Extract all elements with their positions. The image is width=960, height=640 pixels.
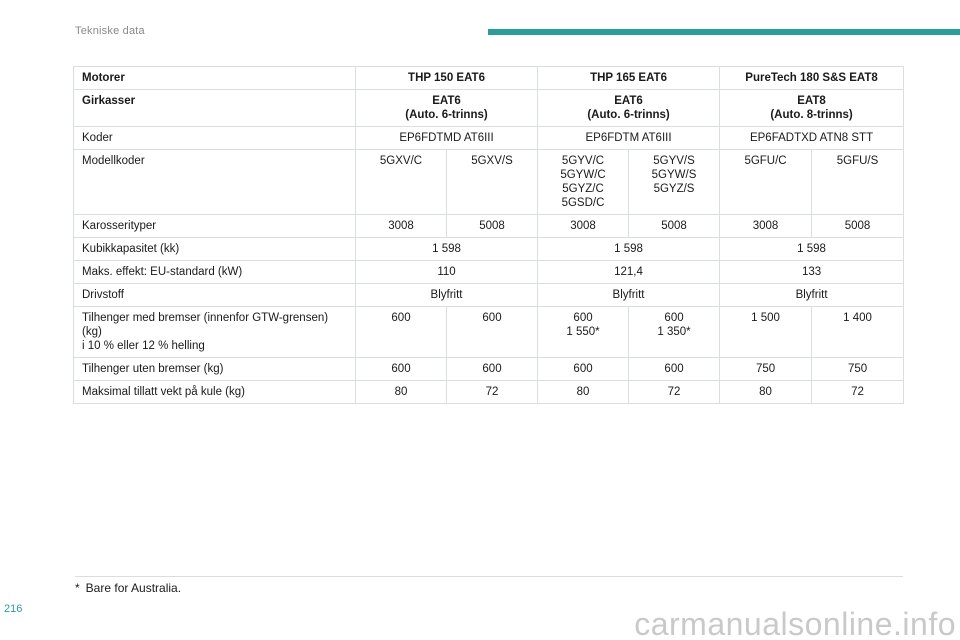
table-cell: 133	[719, 260, 905, 284]
table-row-karosserityper: Karosserityper 3008 5008 3008 5008 3008 …	[73, 214, 905, 238]
table-cell: 80	[537, 380, 630, 404]
table-cell: 600	[355, 357, 447, 381]
table-row-koder: Koder EP6FDTMD AT6III EP6FDTM AT6III EP6…	[73, 126, 905, 150]
table-cell: 600	[537, 357, 630, 381]
table-row-motorer: Motorer THP 150 EAT6 THP 165 EAT6 PureTe…	[73, 66, 905, 90]
table-cell: THP 165 EAT6	[537, 66, 721, 90]
table-cell: 5008	[445, 214, 539, 238]
row-label: Tilhenger med bremser (innenfor GTW-gren…	[73, 306, 356, 358]
row-label: Karosserityper	[73, 214, 356, 238]
table-cell: EAT6 (Auto. 6-trinns)	[537, 89, 721, 127]
table-row-girkasser: Girkasser EAT6 (Auto. 6-trinns) EAT6 (Au…	[73, 89, 905, 127]
table-row-kubikkapasitet: Kubikkapasitet (kk) 1 598 1 598 1 598	[73, 237, 905, 261]
table-cell: 750	[811, 357, 905, 381]
table-cell: 110	[354, 260, 539, 284]
table-cell: 1 500	[719, 306, 813, 358]
table-cell: 5GXV/S	[445, 149, 539, 215]
table-cell: Blyfritt	[537, 283, 721, 307]
section-title: Tekniske data	[75, 25, 145, 37]
footnote-mark: *	[75, 581, 80, 595]
table-cell: PureTech 180 S&S EAT8	[719, 66, 905, 90]
table-cell: 72	[628, 380, 721, 404]
table-cell: 80	[719, 380, 813, 404]
table-cell: 600	[445, 306, 539, 358]
table-cell: 5GYV/C 5GYW/C 5GYZ/C 5GSD/C	[537, 149, 630, 215]
table-cell: 750	[719, 357, 813, 381]
row-label: Kubikkapasitet (kk)	[73, 237, 356, 261]
table-cell: Blyfritt	[719, 283, 905, 307]
row-label: Modellkoder	[73, 149, 356, 215]
table-row-tilhenger-med-bremser: Tilhenger med bremser (innenfor GTW-gren…	[73, 306, 905, 358]
table-cell: EAT6 (Auto. 6-trinns)	[354, 89, 539, 127]
table-cell: 3008	[355, 214, 447, 238]
table-cell: THP 150 EAT6	[354, 66, 539, 90]
table-cell: 72	[811, 380, 905, 404]
table-row-modellkoder: Modellkoder 5GXV/C 5GXV/S 5GYV/C 5GYW/C …	[73, 149, 905, 215]
table-row-maks-vekt-kule: Maksimal tillatt vekt på kule (kg) 80 72…	[73, 380, 905, 404]
table-cell: 3008	[537, 214, 630, 238]
page-number: 216	[4, 603, 23, 615]
watermark: carmanualsonline.info	[634, 606, 956, 640]
table-cell: 1 598	[354, 237, 539, 261]
table-cell: 600	[355, 306, 447, 358]
technical-data-table: Motorer THP 150 EAT6 THP 165 EAT6 PureTe…	[73, 66, 905, 404]
row-label: Maks. effekt: EU-standard (kW)	[73, 260, 356, 284]
table-cell: 121,4	[537, 260, 721, 284]
table-cell: 5008	[811, 214, 905, 238]
footnote-divider	[75, 576, 903, 577]
table-cell: 600	[628, 357, 721, 381]
header-accent-bar	[488, 29, 960, 35]
table-cell: EP6FADTXD ATN8 STT	[719, 126, 905, 150]
table-cell: 3008	[719, 214, 813, 238]
table-cell: Blyfritt	[354, 283, 539, 307]
table-cell: 80	[355, 380, 447, 404]
table-cell: EP6FDTM AT6III	[537, 126, 721, 150]
row-label: Girkasser	[73, 89, 356, 127]
table-row-tilhenger-uten-bremser: Tilhenger uten bremser (kg) 600 600 600 …	[73, 357, 905, 381]
table-cell: 600 1 550*	[537, 306, 630, 358]
table-cell: 5008	[628, 214, 721, 238]
row-label: Maksimal tillatt vekt på kule (kg)	[73, 380, 356, 404]
table-cell: 72	[445, 380, 539, 404]
row-label: Motorer	[73, 66, 356, 90]
row-label: Koder	[73, 126, 356, 150]
footnote-text: Bare for Australia.	[85, 581, 182, 595]
table-cell: 5GYV/S 5GYW/S 5GYZ/S	[628, 149, 721, 215]
table-row-drivstoff: Drivstoff Blyfritt Blyfritt Blyfritt	[73, 283, 905, 307]
row-label: Tilhenger uten bremser (kg)	[73, 357, 356, 381]
table-cell: 1 598	[537, 237, 721, 261]
table-cell: EP6FDTMD AT6III	[354, 126, 539, 150]
table-cell: EAT8 (Auto. 8-trinns)	[719, 89, 905, 127]
table-cell: 1 598	[719, 237, 905, 261]
table-row-maks-effekt: Maks. effekt: EU-standard (kW) 110 121,4…	[73, 260, 905, 284]
table-cell: 5GFU/C	[719, 149, 813, 215]
table-cell: 5GXV/C	[355, 149, 447, 215]
table-cell: 5GFU/S	[811, 149, 905, 215]
table-cell: 1 400	[811, 306, 905, 358]
row-label: Drivstoff	[73, 283, 356, 307]
table-cell: 600 1 350*	[628, 306, 721, 358]
footnote: * Bare for Australia.	[75, 581, 181, 595]
table-cell: 600	[445, 357, 539, 381]
